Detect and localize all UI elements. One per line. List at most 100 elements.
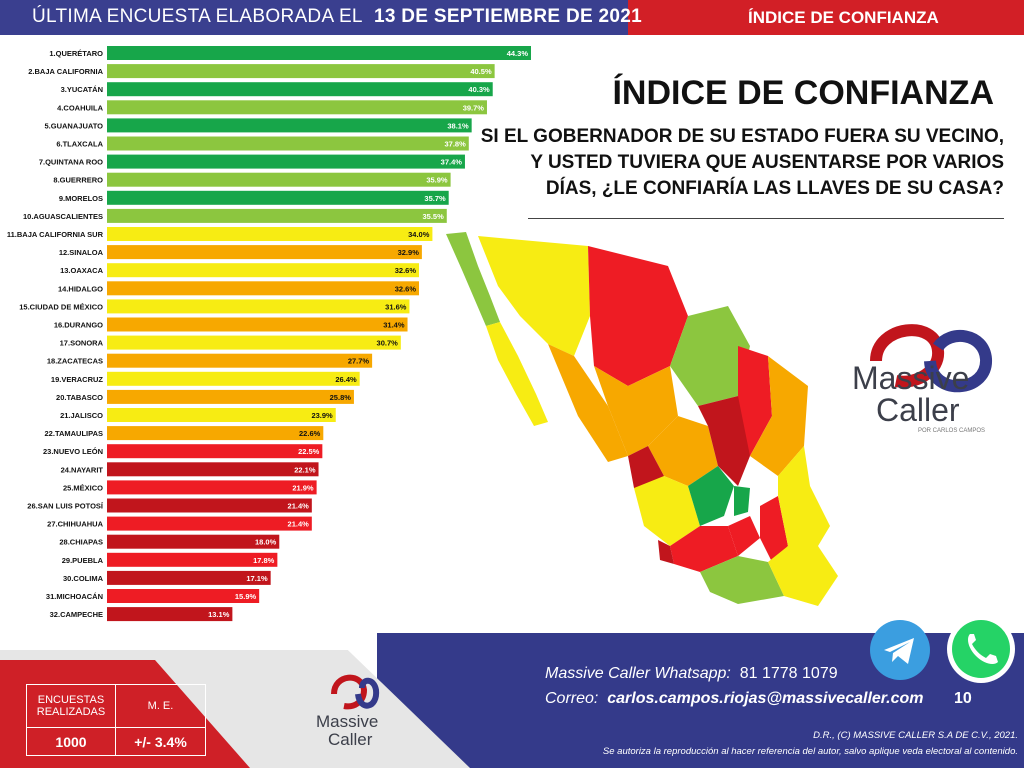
bar: [107, 299, 410, 314]
bar-category-label: 4.COAHUILA: [57, 103, 103, 112]
bar-value-label: 18.0%: [255, 538, 277, 547]
bar: [107, 480, 317, 495]
bar-value-label: 30.7%: [377, 339, 399, 348]
margin-error-header: M. E.: [116, 685, 205, 728]
bar: [107, 570, 271, 585]
header-date: 13 DE SEPTIEMBRE DE 2021: [373, 6, 642, 27]
reproduction-notice: Se autoriza la reproducción al hacer ref…: [602, 746, 1018, 757]
bar-value-label: 26.4%: [335, 375, 357, 384]
bar: [107, 46, 531, 60]
bar-category-label: 8.GUERRERO: [53, 176, 103, 185]
bar-value-label: 38.1%: [447, 121, 469, 130]
map-oaxaca: [768, 546, 838, 606]
header-band-left: [0, 0, 628, 35]
map-queretaro: [734, 486, 750, 516]
bar-category-label: 19.VERACRUZ: [51, 375, 104, 384]
logo-word-caller: Caller: [876, 392, 960, 428]
margin-error-value: +/- 3.4%: [134, 733, 187, 750]
bar-value-label: 25.8%: [330, 393, 352, 402]
header-prefix: ÚLTIMA ENCUESTA ELABORADA EL: [32, 6, 363, 27]
bar-category-label: 18.ZACATECAS: [47, 357, 103, 366]
bar-value-label: 35.5%: [422, 212, 444, 221]
bar-value-label: 21.9%: [292, 483, 314, 492]
bar: [107, 516, 312, 531]
bar-value-label: 17.1%: [246, 574, 268, 583]
rights-notice: D.R., (C) MASSIVE CALLER S.A DE C.V., 20…: [813, 730, 1018, 741]
bar-value-label: 23.9%: [311, 411, 333, 420]
massive-caller-logo-icon: [870, 324, 992, 393]
bar-category-label: 26.SAN LUIS POTOSÍ: [27, 502, 104, 511]
bar: [107, 317, 408, 332]
bar: [107, 64, 495, 79]
bar: [107, 335, 401, 350]
bar-category-label: 6.TLAXCALA: [56, 140, 103, 149]
survey-count-value: 1000: [27, 728, 116, 755]
bar: [107, 498, 312, 513]
bar-category-label: 5.GUANAJUATO: [45, 121, 104, 130]
header-band-right: [628, 0, 1024, 35]
survey-date-header: ÚLTIMA ENCUESTA ELABORADA EL 13 DE SEPTI…: [32, 6, 642, 28]
bar: [107, 371, 360, 386]
email-label: Correo:: [545, 690, 599, 707]
bar: [107, 408, 336, 422]
bar: [107, 154, 465, 169]
bar-category-label: 20.TABASCO: [56, 393, 103, 402]
footer-logo-word-caller: Caller: [328, 730, 373, 749]
bar-value-label: 21.4%: [288, 520, 310, 529]
map-chihuahua: [588, 246, 688, 386]
bar-value-label: 44.3%: [507, 49, 529, 58]
whatsapp-number[interactable]: 81 1778 1079: [739, 665, 838, 682]
whatsapp-label: Massive Caller Whatsapp:: [545, 665, 731, 682]
bar: [107, 552, 278, 567]
page-number: 10: [954, 690, 972, 707]
bar-category-label: 14.HIDALGO: [58, 284, 103, 293]
whatsapp-contact: Massive Caller Whatsapp: 81 1778 1079: [545, 665, 838, 683]
bar: [107, 172, 451, 187]
email-contact: Correo: carlos.campos.riojas@massivecall…: [545, 690, 923, 708]
bar: [107, 100, 487, 115]
bar-value-label: 27.7%: [348, 357, 370, 366]
bar: [107, 118, 472, 133]
bar-value-label: 32.6%: [395, 266, 417, 275]
logo-word-massive: Massive: [852, 360, 970, 396]
map-durango: [594, 366, 678, 456]
bar-value-label: 32.6%: [395, 284, 417, 293]
bar: [107, 607, 233, 622]
bar-category-label: 32.CAMPECHE: [50, 610, 103, 619]
telegram-icon[interactable]: [868, 618, 932, 682]
whatsapp-icon[interactable]: [944, 612, 1018, 686]
bar-value-label: 32.9%: [398, 248, 420, 257]
bar-value-label: 34.0%: [408, 230, 430, 239]
map-coahuila: [670, 306, 750, 406]
bar-value-label: 37.8%: [445, 140, 467, 149]
bar-category-label: 9.MORELOS: [59, 194, 103, 203]
bar: [107, 589, 260, 603]
bar: [107, 245, 422, 260]
bar: [107, 136, 469, 151]
bar-chart: 1.QUERÉTARO 44.3% 2.BAJA CALIFORNIA 40.5% 3.…: [7, 46, 531, 622]
bar-category-label: 21.JALISCO: [60, 411, 103, 420]
bar-category-label: 10.AGUASCALIENTES: [23, 212, 103, 221]
survey-summary-table: ENCUESTAS REALIZADAS M. E. 1000 +/- 3.4%: [26, 684, 206, 756]
map-sonora: [478, 236, 590, 356]
bar-value-label: 35.7%: [424, 194, 446, 203]
footer-logo-icon: [331, 674, 380, 710]
footer-logo-word-massive: Massive: [316, 712, 379, 731]
bar-value-label: 21.4%: [288, 502, 310, 511]
email-address[interactable]: carlos.campos.riojas@massivecaller.com: [607, 690, 924, 707]
bar-category-label: 25.MÉXICO: [63, 483, 103, 492]
bar-value-label: 13.1%: [208, 610, 230, 619]
map-san-luis-potosi: [698, 396, 750, 486]
bar-value-label: 35.9%: [426, 176, 448, 185]
bar-category-label: 15.CIUDAD DE MÉXICO: [19, 302, 103, 311]
bar-category-label: 13.OAXACA: [60, 266, 104, 275]
map-jalisco: [634, 476, 700, 546]
bar: [107, 281, 420, 296]
bar-category-label: 16.DURANGO: [54, 321, 103, 330]
title-divider: [528, 218, 1004, 219]
bar-value-label: 40.5%: [470, 67, 492, 76]
bar-value-label: 22.5%: [298, 447, 320, 456]
bar-value-label: 15.9%: [235, 592, 257, 601]
logo-tagline: POR CARLOS CAMPOS: [918, 428, 986, 434]
bar: [107, 426, 324, 441]
